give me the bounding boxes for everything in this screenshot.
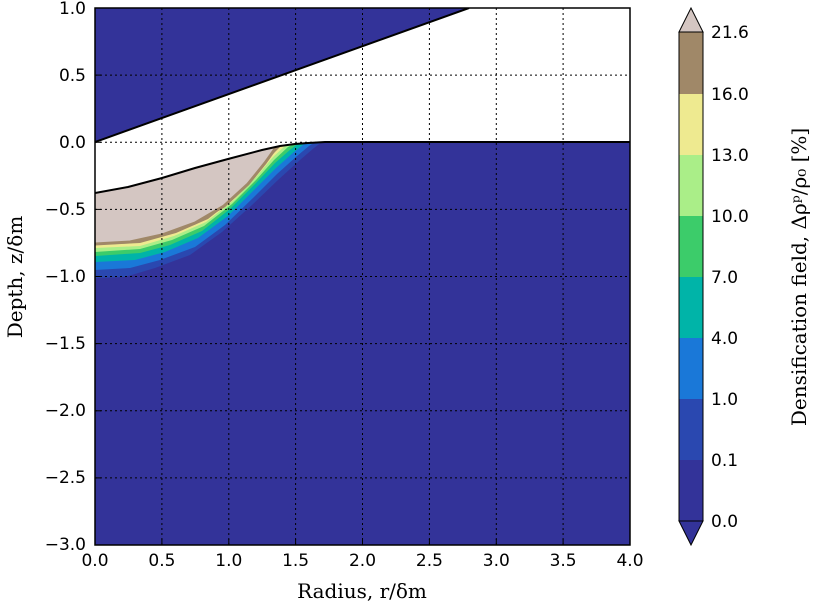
colorbar-frame — [678, 31, 704, 522]
colorbar-swatch — [679, 399, 703, 460]
colorbar-tick-label: 0.1 — [711, 451, 738, 471]
y-tick-label: −3.0 — [45, 535, 86, 555]
y-tick-labels: 1.0 0.5 0.0 −0.5 −1.0 −1.5 −2.0 −2.5 −3.… — [45, 0, 86, 555]
x-tick-label: 3.0 — [483, 551, 510, 571]
colorbar-tick-label: 1.0 — [711, 390, 738, 410]
colorbar-label: Densification field, Δρᵖ/ρ₀ [%] — [787, 128, 811, 426]
x-axis-label: Radius, r/δm — [297, 579, 427, 603]
y-tick-label: −1.0 — [45, 267, 86, 287]
plot-area — [95, 8, 630, 545]
colorbar-swatch — [679, 155, 703, 216]
y-tick-label: −1.5 — [45, 334, 86, 354]
y-axis-label: Depth, z/δm — [3, 216, 27, 339]
y-tick-label: 0.0 — [59, 133, 86, 153]
x-tick-label: 0.0 — [81, 551, 108, 571]
colorbar-swatch — [679, 32, 703, 94]
colorbar-swatch — [679, 94, 703, 155]
y-tick-label: 0.5 — [59, 66, 86, 86]
colorbar-tick-label: 7.0 — [711, 268, 738, 288]
x-tick-labels: 0.0 0.5 1.0 1.5 2.0 2.5 3.0 3.5 4.0 — [81, 551, 643, 571]
colorbar-swatch — [679, 277, 703, 338]
x-tick-label: 1.5 — [282, 551, 309, 571]
x-tick-label: 0.5 — [148, 551, 175, 571]
colorbar-tick-label: 16.0 — [711, 85, 749, 105]
y-tick-label: 1.0 — [59, 0, 86, 19]
colorbar-tick-label: 13.0 — [711, 146, 749, 166]
colorbar: 21.6 16.0 13.0 10.0 7.0 4.0 1.0 0.1 0.0 — [678, 6, 749, 547]
x-tick-label: 4.0 — [616, 551, 643, 571]
colorbar-tick-label: 10.0 — [711, 207, 749, 227]
colorbar-swatch — [678, 6, 704, 33]
y-tick-label: −0.5 — [45, 200, 86, 220]
colorbar-tick-label: 4.0 — [711, 329, 738, 349]
colorbar-swatch — [679, 338, 703, 399]
colorbar-swatch — [679, 216, 703, 277]
max-contour-boundary — [95, 141, 282, 246]
x-tick-label: 3.5 — [550, 551, 577, 571]
x-tick-label: 1.0 — [215, 551, 242, 571]
colorbar-swatch — [679, 460, 703, 521]
grid — [95, 8, 630, 545]
x-tick-label: 2.5 — [416, 551, 443, 571]
colorbar-tick-label: 21.6 — [711, 23, 749, 43]
tick-marks — [94, 7, 631, 546]
colorbar-tick-label: 0.0 — [711, 512, 738, 532]
y-tick-label: −2.0 — [45, 401, 86, 421]
colorbar-swatch — [678, 520, 704, 547]
y-tick-label: −2.5 — [45, 468, 86, 488]
x-tick-label: 2.0 — [349, 551, 376, 571]
